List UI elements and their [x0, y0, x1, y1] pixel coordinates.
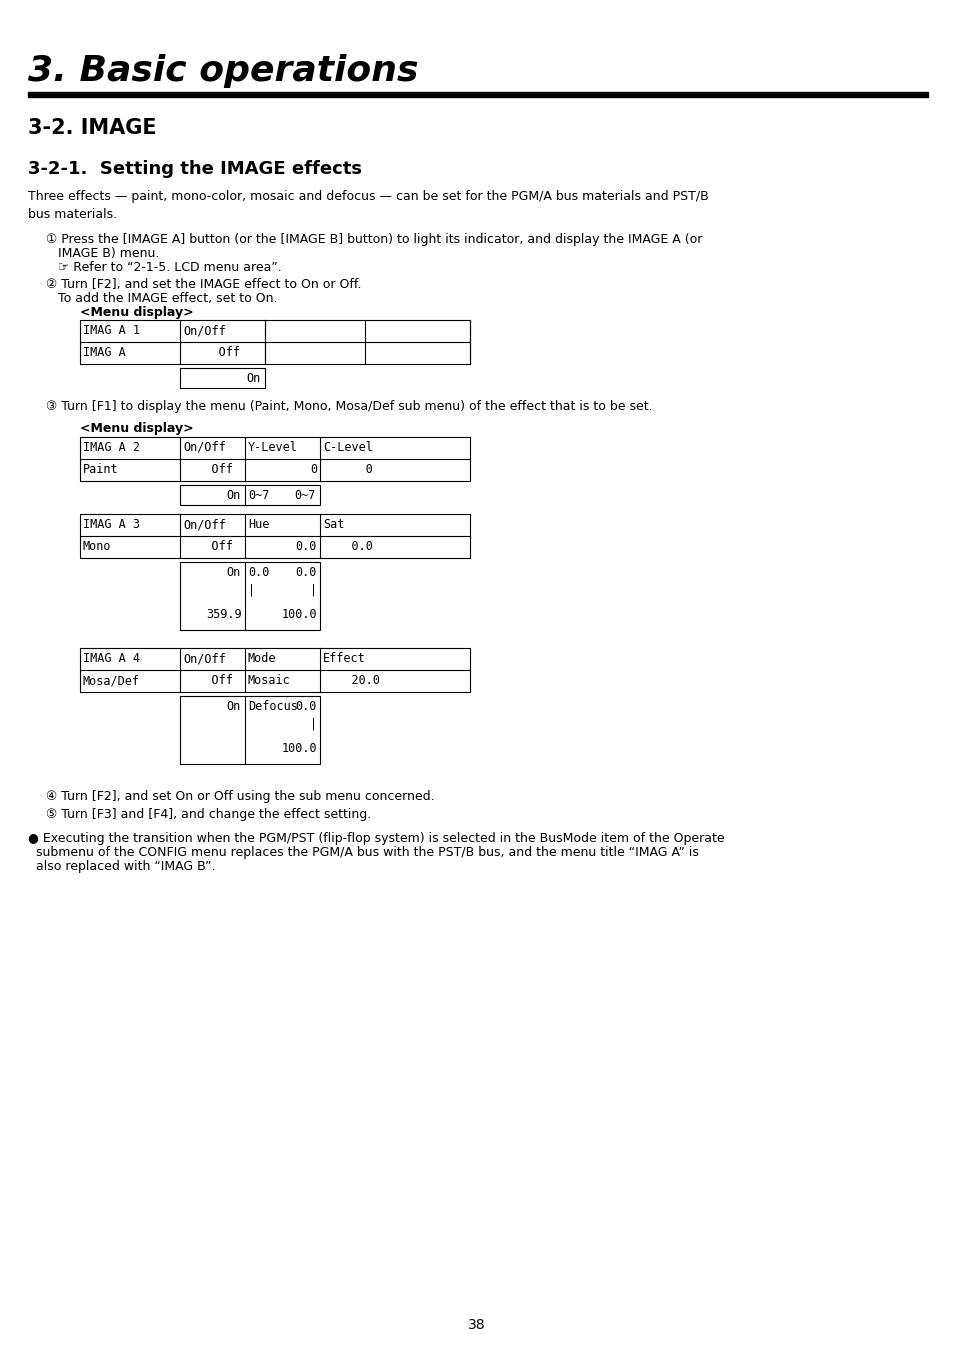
Text: ② Turn [F2], and set the IMAGE effect to On or Off.: ② Turn [F2], and set the IMAGE effect to…: [46, 278, 361, 291]
Text: also replaced with “IMAG B”.: also replaced with “IMAG B”.: [28, 860, 215, 874]
Text: Effect: Effect: [323, 652, 365, 665]
Bar: [80, 514, 470, 558]
Text: 0.0: 0.0: [248, 566, 269, 580]
Text: On: On: [227, 700, 241, 713]
Bar: [80, 319, 470, 364]
Bar: [180, 485, 319, 506]
Text: IMAG A 3: IMAG A 3: [83, 518, 140, 531]
Text: 3-2. IMAGE: 3-2. IMAGE: [28, 119, 156, 137]
Text: 0.0: 0.0: [295, 541, 316, 553]
Text: Mono: Mono: [83, 541, 112, 553]
Bar: [180, 562, 319, 630]
Text: ④ Turn [F2], and set On or Off using the sub menu concerned.: ④ Turn [F2], and set On or Off using the…: [46, 790, 435, 803]
Text: ⑤ Turn [F3] and [F4], and change the effect setting.: ⑤ Turn [F3] and [F4], and change the eff…: [46, 807, 371, 821]
Bar: [80, 437, 470, 481]
Text: On: On: [227, 489, 241, 501]
Text: 100.0: 100.0: [281, 608, 316, 621]
Text: Y-Level: Y-Level: [248, 441, 297, 454]
Text: IMAG A: IMAG A: [83, 346, 126, 359]
Text: IMAG A 2: IMAG A 2: [83, 441, 140, 454]
Text: Off: Off: [183, 462, 233, 476]
Text: Off: Off: [183, 674, 233, 687]
Text: 0.0: 0.0: [295, 700, 316, 713]
Text: Paint: Paint: [83, 462, 118, 476]
Text: 100.0: 100.0: [281, 741, 316, 755]
Text: 0~7: 0~7: [294, 489, 315, 501]
Text: On/Off: On/Off: [183, 518, 226, 531]
Text: ☞ Refer to “2-1-5. LCD menu area”.: ☞ Refer to “2-1-5. LCD menu area”.: [46, 262, 281, 274]
Text: IMAGE B) menu.: IMAGE B) menu.: [46, 247, 159, 260]
Text: On/Off: On/Off: [183, 441, 226, 454]
Text: <Menu display>: <Menu display>: [80, 422, 193, 435]
Text: ③ Turn [F1] to display the menu (Paint, Mono, Mosa/Def sub menu) of the effect t: ③ Turn [F1] to display the menu (Paint, …: [46, 400, 652, 412]
Text: <Menu display>: <Menu display>: [80, 306, 193, 319]
Text: 0~7: 0~7: [248, 489, 269, 501]
Text: 3. Basic operations: 3. Basic operations: [28, 54, 418, 88]
Text: Sat: Sat: [323, 518, 344, 531]
Text: On: On: [247, 372, 261, 386]
Text: 359.9: 359.9: [206, 608, 242, 621]
Text: 20.0: 20.0: [323, 674, 379, 687]
Text: Mosa/Def: Mosa/Def: [83, 674, 140, 687]
Text: Mosaic: Mosaic: [248, 674, 291, 687]
Text: |: |: [310, 718, 316, 731]
Text: Off: Off: [183, 346, 240, 359]
Bar: [180, 368, 265, 388]
Text: ● Executing the transition when the PGM/PST (flip-flop system) is selected in th: ● Executing the transition when the PGM/…: [28, 832, 724, 845]
Text: 38: 38: [468, 1318, 485, 1332]
Text: On/Off: On/Off: [183, 324, 226, 337]
Text: 0.0: 0.0: [295, 566, 316, 580]
Text: Off: Off: [183, 541, 233, 553]
Text: 0.0: 0.0: [323, 541, 373, 553]
Bar: [180, 696, 319, 764]
Text: |: |: [248, 584, 254, 597]
Text: ① Press the [IMAGE A] button (or the [IMAGE B] button) to light its indicator, a: ① Press the [IMAGE A] button (or the [IM…: [46, 233, 701, 245]
Text: submenu of the CONFIG menu replaces the PGM/A bus with the PST/B bus, and the me: submenu of the CONFIG menu replaces the …: [28, 847, 699, 859]
Bar: [28, 92, 927, 97]
Text: IMAG A 4: IMAG A 4: [83, 652, 140, 665]
Text: On: On: [227, 566, 241, 580]
Bar: [80, 648, 470, 692]
Text: 0: 0: [310, 462, 316, 476]
Text: |: |: [310, 584, 316, 597]
Text: C-Level: C-Level: [323, 441, 373, 454]
Text: IMAG A 1: IMAG A 1: [83, 324, 140, 337]
Text: To add the IMAGE effect, set to On.: To add the IMAGE effect, set to On.: [46, 293, 277, 305]
Text: Defocus: Defocus: [248, 700, 297, 713]
Text: Hue: Hue: [248, 518, 269, 531]
Text: Mode: Mode: [248, 652, 276, 665]
Text: 0: 0: [323, 462, 373, 476]
Text: On/Off: On/Off: [183, 652, 226, 665]
Text: Three effects — paint, mono-color, mosaic and defocus — can be set for the PGM/A: Three effects — paint, mono-color, mosai…: [28, 190, 708, 221]
Text: 3-2-1.  Setting the IMAGE effects: 3-2-1. Setting the IMAGE effects: [28, 160, 361, 178]
